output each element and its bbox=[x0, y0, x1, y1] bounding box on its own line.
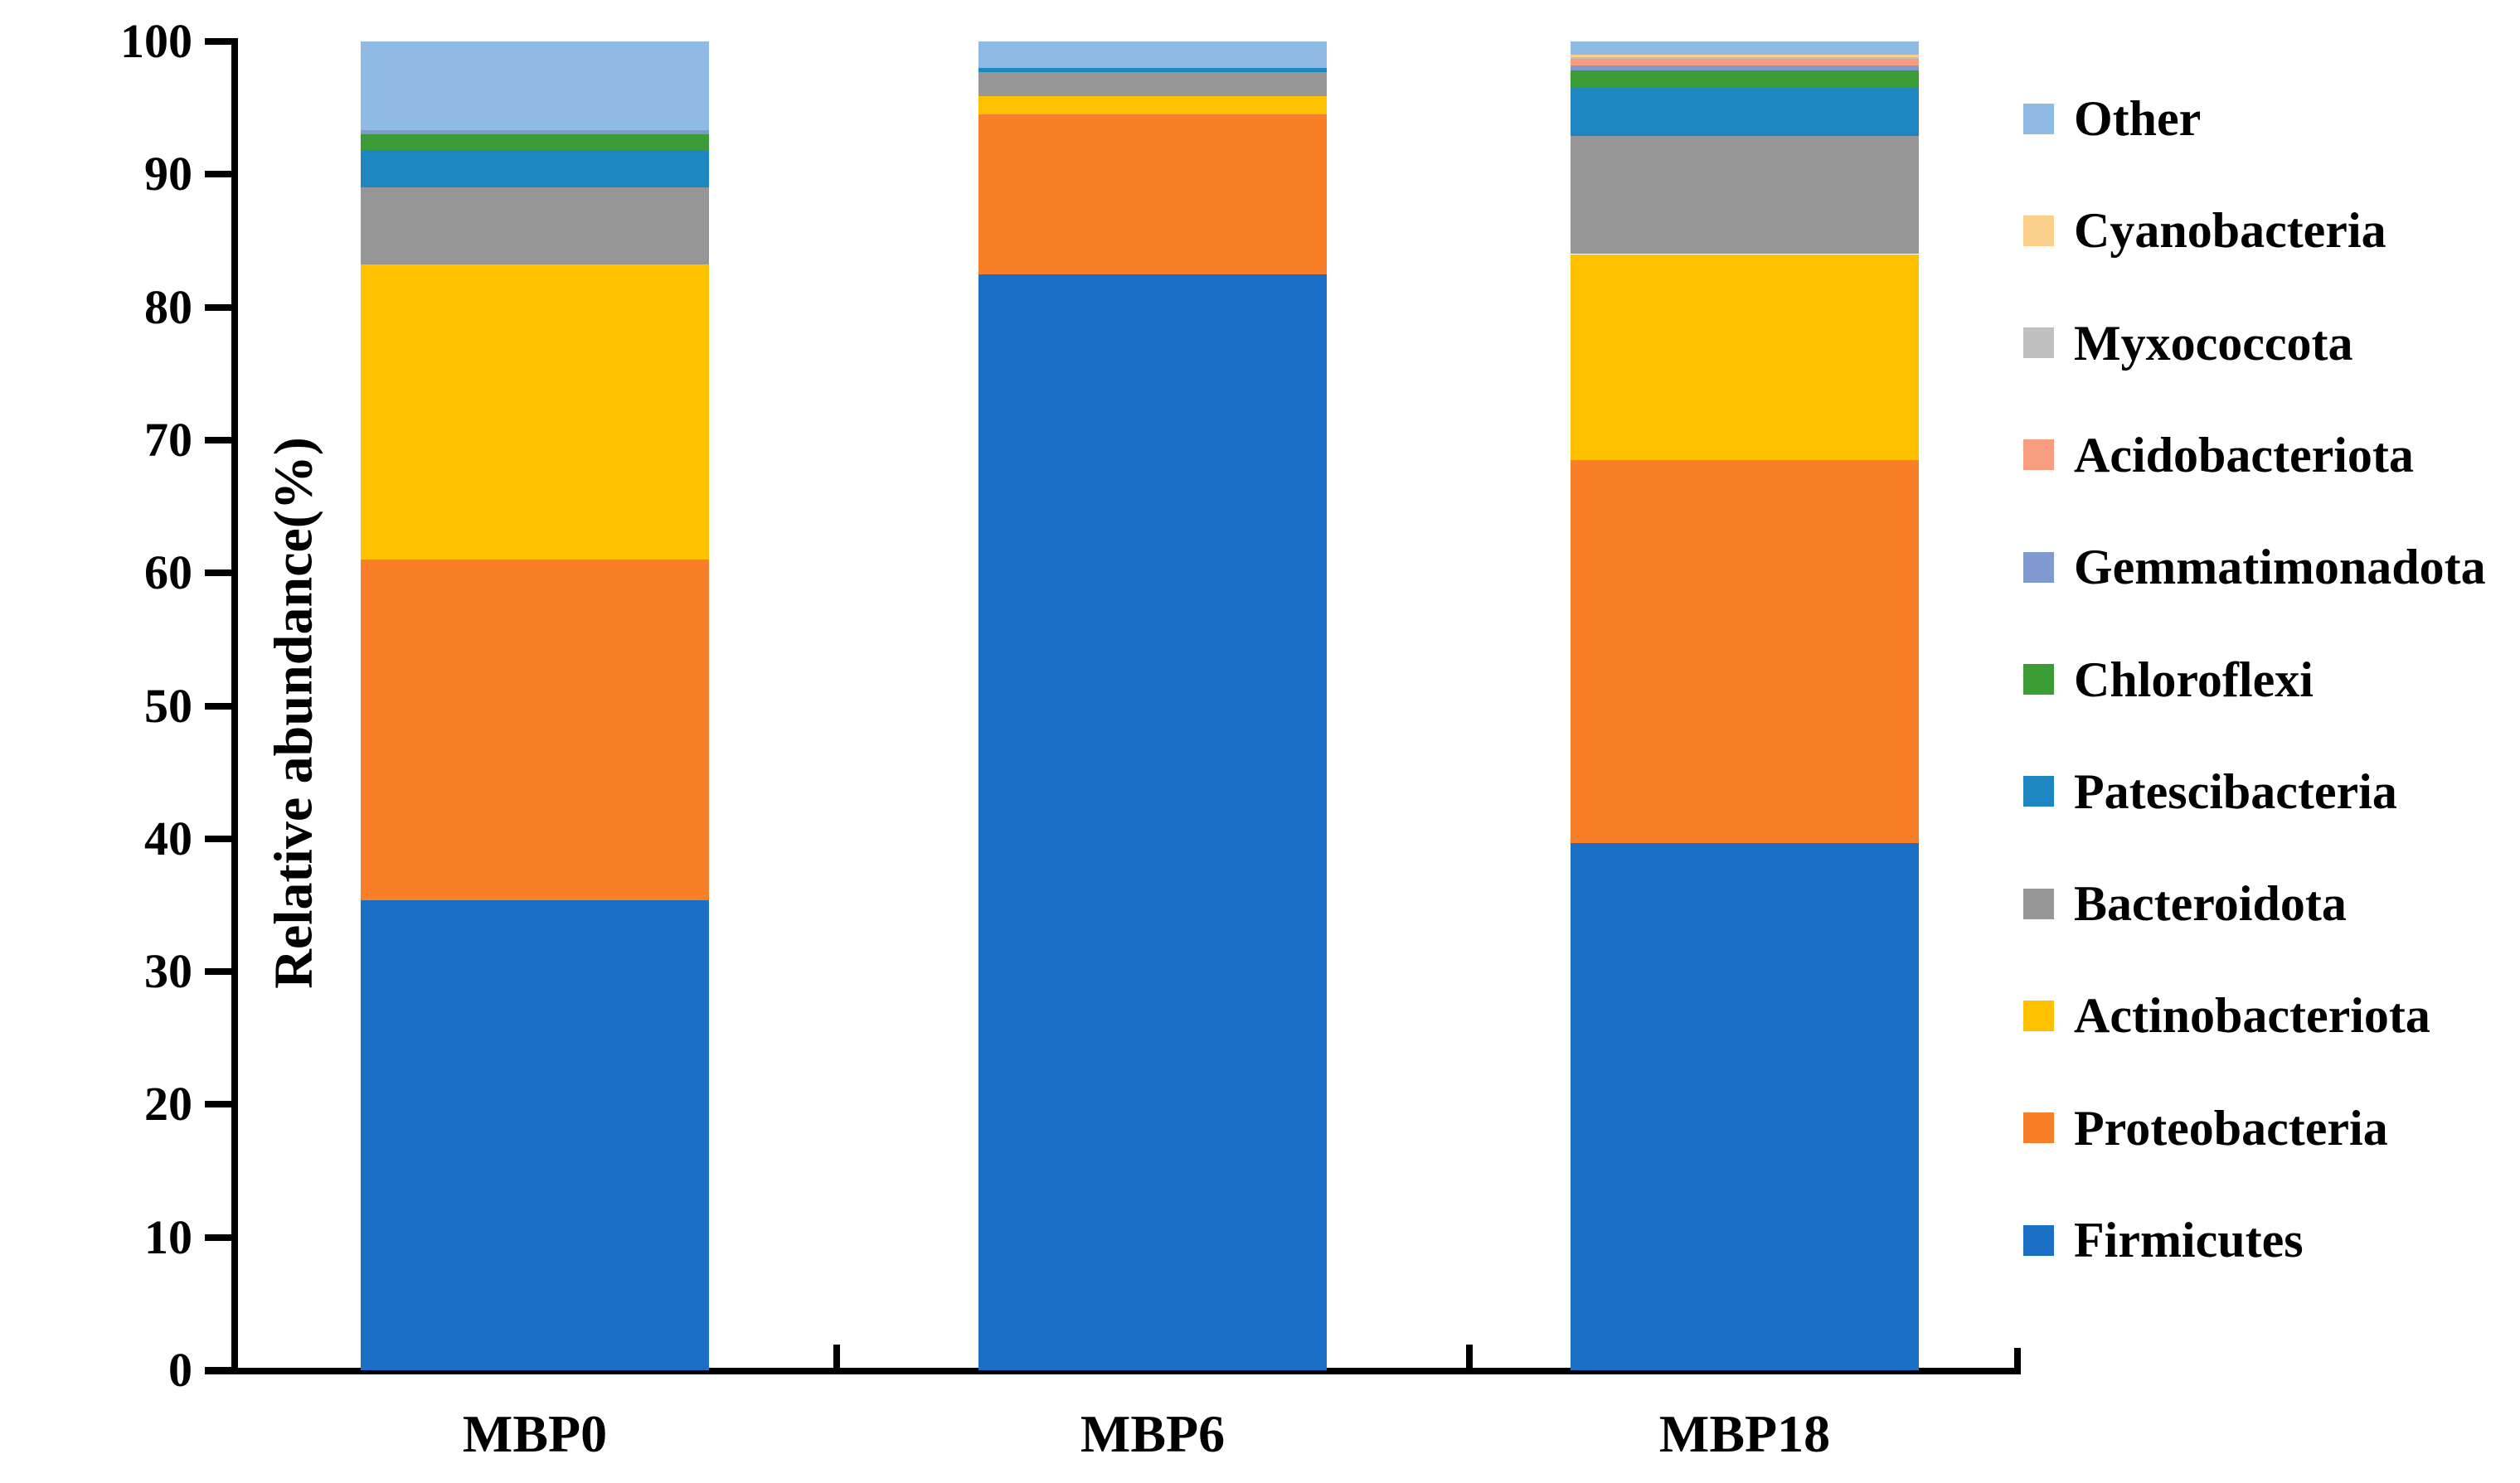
y-tick-label-90: 90 bbox=[144, 147, 192, 201]
legend-item-Acidobacteriota: Acidobacteriota bbox=[2023, 430, 2414, 480]
legend-label: Other bbox=[2074, 91, 2202, 146]
legend-swatch-icon bbox=[2023, 888, 2054, 919]
bar-segment-MBP6-Bacteroidota bbox=[978, 71, 1327, 96]
bar-segment-MBP18-Firmicutes bbox=[1571, 842, 1919, 1370]
legend-label: Patescibacteria bbox=[2074, 763, 2397, 819]
bar-segment-MBP18-Actinobacteriota bbox=[1571, 254, 1919, 460]
legend-label: Gemmatimonadota bbox=[2074, 540, 2486, 595]
legend-swatch-icon bbox=[2023, 103, 2054, 134]
y-tick-mark-100 bbox=[205, 38, 235, 45]
y-tick-mark-40 bbox=[205, 835, 235, 842]
legend-item-Chloroflexi: Chloroflexi bbox=[2023, 655, 2314, 705]
y-tick-mark-90 bbox=[205, 171, 235, 178]
y-tick-label-100: 100 bbox=[120, 14, 192, 68]
y-tick-mark-80 bbox=[205, 303, 235, 311]
legend-swatch-icon bbox=[2023, 776, 2054, 807]
legend-item-Bacteroidota: Bacteroidota bbox=[2023, 879, 2347, 928]
y-tick-mark-20 bbox=[205, 1101, 235, 1108]
legend-swatch-icon bbox=[2023, 1112, 2054, 1144]
legend-label: Chloroflexi bbox=[2074, 652, 2314, 707]
y-tick-mark-10 bbox=[205, 1233, 235, 1241]
legend-label: Proteobacteria bbox=[2074, 1100, 2388, 1156]
legend-swatch-icon bbox=[2023, 551, 2054, 583]
bar-segment-MBP18-Chloroflexi bbox=[1571, 70, 1919, 89]
y-tick-label-10: 10 bbox=[144, 1209, 192, 1264]
bar-segment-MBP18-Gemmatimonadota bbox=[1571, 65, 1919, 71]
bar-segment-MBP0-Other bbox=[361, 41, 709, 131]
legend-swatch-icon bbox=[2023, 439, 2054, 471]
y-tick-label-30: 30 bbox=[144, 944, 192, 999]
bar-segment-MBP6-Other bbox=[978, 41, 1327, 69]
bar-segment-MBP6-Proteobacteria bbox=[978, 114, 1327, 274]
legend-item-Other: Other bbox=[2023, 94, 2201, 143]
y-tick-label-40: 40 bbox=[144, 811, 192, 865]
y-tick-label-80: 80 bbox=[144, 279, 192, 334]
x-axis-label-MBP18: MBP18 bbox=[1658, 1404, 1831, 1463]
bar-segment-MBP0-Chloroflexi bbox=[361, 134, 709, 151]
legend-swatch-icon bbox=[2023, 664, 2054, 695]
y-tick-label-70: 70 bbox=[144, 412, 192, 467]
x-category-tick-1 bbox=[1466, 1345, 1473, 1370]
y-axis-line bbox=[231, 38, 238, 1374]
x-axis-label-MBP6: MBP6 bbox=[1080, 1404, 1226, 1463]
x-category-tick-0 bbox=[833, 1345, 840, 1370]
legend-label: Firmicutes bbox=[2074, 1213, 2304, 1267]
y-tick-mark-60 bbox=[205, 569, 235, 577]
bar-segment-MBP0-Patescibacteria bbox=[361, 150, 709, 188]
legend-label: Myxococcota bbox=[2074, 315, 2353, 371]
y-tick-label-50: 50 bbox=[144, 678, 192, 733]
legend-swatch-icon bbox=[2023, 215, 2054, 246]
legend-swatch-icon bbox=[2023, 327, 2054, 359]
bar-segment-MBP18-Bacteroidota bbox=[1571, 135, 1919, 254]
y-tick-label-20: 20 bbox=[144, 1077, 192, 1132]
bar-segment-MBP18-Proteobacteria bbox=[1571, 459, 1919, 843]
bar-segment-MBP0-Gemmatimonadota bbox=[361, 130, 709, 135]
y-tick-mark-30 bbox=[205, 968, 235, 976]
y-tick-mark-0 bbox=[205, 1367, 235, 1374]
bar-segment-MBP18-Other bbox=[1571, 41, 1919, 56]
bar-segment-MBP6-Patescibacteria bbox=[978, 68, 1327, 72]
bar-segment-MBP18-Acidobacteriota bbox=[1571, 58, 1919, 65]
y-tick-mark-70 bbox=[205, 436, 235, 443]
bar-segment-MBP6-Actinobacteriota bbox=[978, 95, 1327, 115]
legend-label: Bacteroidota bbox=[2074, 876, 2347, 932]
x-axis-label-MBP0: MBP0 bbox=[462, 1404, 608, 1463]
legend-item-Firmicutes: Firmicutes bbox=[2023, 1215, 2304, 1265]
stacked-bar-MBP6 bbox=[978, 0, 1327, 1370]
legend-item-Patescibacteria: Patescibacteria bbox=[2023, 767, 2397, 817]
legend-item-Myxococcota: Myxococcota bbox=[2023, 318, 2353, 368]
y-tick-label-60: 60 bbox=[144, 545, 192, 600]
bar-segment-MBP0-Actinobacteriota bbox=[361, 264, 709, 560]
legend-label: Cyanobacteria bbox=[2074, 203, 2386, 259]
bar-segment-MBP0-Bacteroidota bbox=[361, 187, 709, 265]
legend-swatch-icon bbox=[2023, 1000, 2054, 1031]
stacked-bar-MBP0 bbox=[361, 0, 709, 1370]
bar-segment-MBP18-Cyanobacteria bbox=[1571, 55, 1919, 58]
y-tick-mark-50 bbox=[205, 702, 235, 710]
x-axis-end-tick bbox=[2014, 1348, 2021, 1371]
legend-item-Actinobacteriota: Actinobacteriota bbox=[2023, 991, 2430, 1040]
legend-label: Acidobacteriota bbox=[2074, 427, 2414, 482]
legend-item-Cyanobacteria: Cyanobacteria bbox=[2023, 206, 2386, 255]
bar-segment-MBP0-Firmicutes bbox=[361, 899, 709, 1370]
stacked-bar-MBP18 bbox=[1571, 0, 1919, 1370]
legend-item-Gemmatimonadota: Gemmatimonadota bbox=[2023, 542, 2486, 592]
legend-label: Actinobacteriota bbox=[2074, 988, 2430, 1044]
bar-segment-MBP0-Proteobacteria bbox=[361, 560, 709, 900]
bar-segment-MBP6-Firmicutes bbox=[978, 274, 1327, 1370]
legend-swatch-icon bbox=[2023, 1224, 2054, 1256]
x-axis-line bbox=[205, 1368, 2021, 1374]
bar-segment-MBP18-Patescibacteria bbox=[1571, 88, 1919, 136]
y-tick-label-0: 0 bbox=[168, 1343, 192, 1397]
legend-item-Proteobacteria: Proteobacteria bbox=[2023, 1103, 2388, 1153]
bar-segment-MBP18-Myxococcota bbox=[1571, 57, 1919, 59]
